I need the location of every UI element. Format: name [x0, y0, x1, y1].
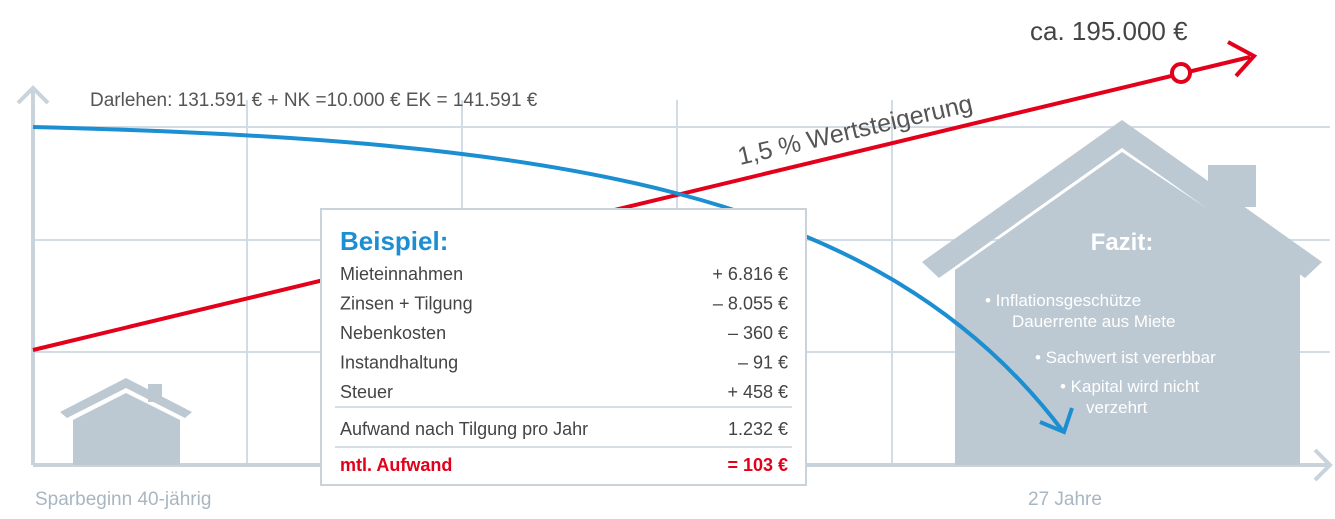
- debt-curve: [32, 125, 1074, 435]
- row-value: + 6.816 €: [712, 264, 788, 284]
- x-start-label: Sparbeginn 40-jährig: [35, 489, 211, 510]
- row-label: Steuer: [340, 382, 393, 402]
- conclusion-title: Fazit:: [1091, 229, 1154, 256]
- loan-label: Darlehen: 131.591 € + NK =10.000 € EK = …: [90, 90, 538, 111]
- example-box: Beispiel: Mieteinnahmen + 6.816 € Zinsen +…: [320, 208, 807, 486]
- value-line: [32, 40, 1258, 352]
- subtotal-label: Aufwand nach Tilgung pro Jahr: [340, 419, 588, 439]
- row-value: + 458 €: [727, 382, 788, 402]
- total-value: = 103 €: [727, 455, 788, 475]
- row-value: – 8.055 €: [713, 294, 788, 314]
- conclusion-point: verzehrt: [1086, 398, 1148, 417]
- row-label: Instandhaltung: [340, 353, 458, 373]
- conclusion-point: • Kapital wird nicht: [1060, 377, 1199, 396]
- conclusion-point: Dauerrente aus Miete: [1012, 312, 1175, 331]
- conclusion-point: • Sachwert ist vererbbar: [1035, 348, 1216, 367]
- row-value: – 91 €: [738, 353, 788, 373]
- row-label: Mieteinnahmen: [340, 264, 463, 284]
- row-label: Zinsen + Tilgung: [340, 294, 473, 314]
- conclusion: Fazit: • Inflationsgeschütze Dauerrente …: [985, 229, 1216, 417]
- small-house: [60, 378, 192, 465]
- conclusion-point: • Inflationsgeschütze: [985, 291, 1141, 310]
- example-title: Beispiel:: [340, 226, 448, 256]
- row-label: Nebenkosten: [340, 323, 446, 343]
- end-value: ca. 195.000 €: [1030, 16, 1188, 46]
- big-house: [922, 120, 1322, 465]
- total-label: mtl. Aufwand: [340, 455, 452, 475]
- subtotal-value: 1.232 €: [728, 419, 788, 439]
- x-end-label: 27 Jahre: [1028, 489, 1102, 510]
- row-value: – 360 €: [728, 323, 788, 343]
